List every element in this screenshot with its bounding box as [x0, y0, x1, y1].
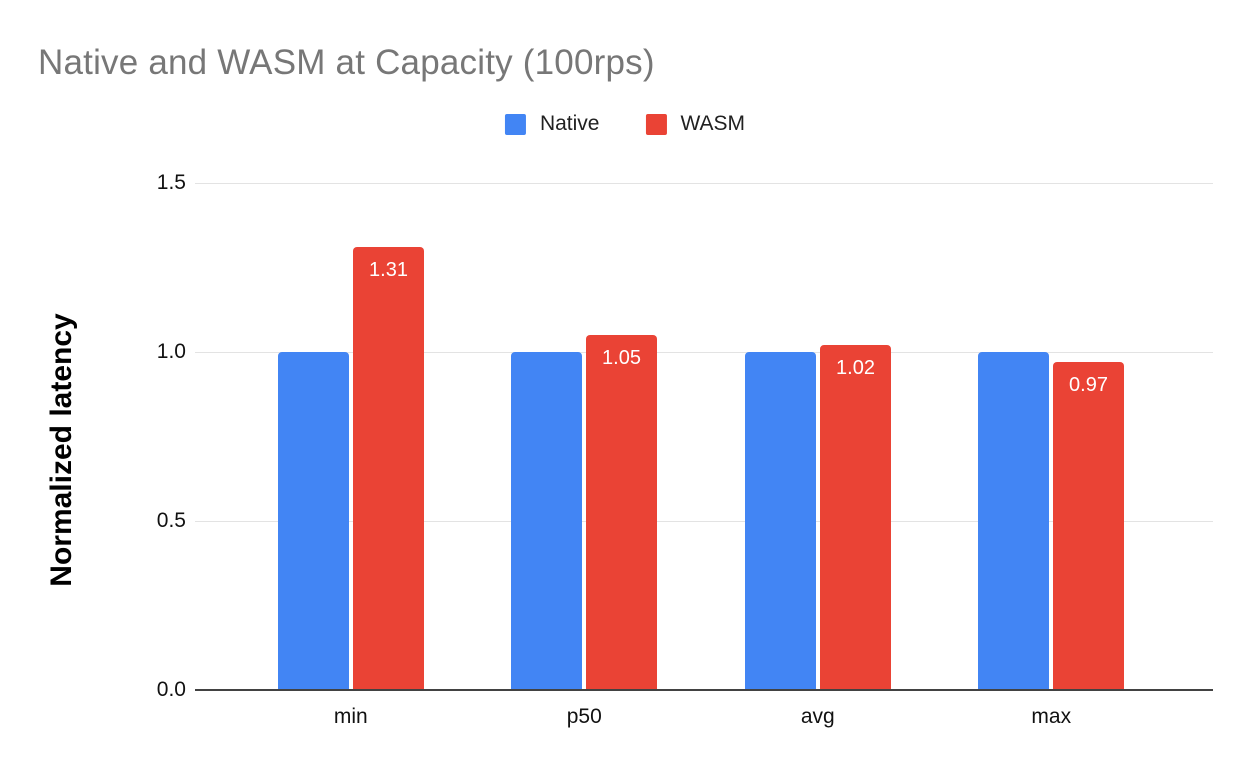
y-tick-label: 1.0 [156, 340, 186, 363]
legend-swatch-icon [504, 113, 526, 135]
x-category-label: max [1031, 705, 1072, 728]
y-axis-title: Normalized latency [45, 313, 78, 587]
legend-item-native: Native [504, 112, 600, 136]
bar-native-p50 [511, 352, 582, 690]
bar-wasm-avg: 1.02 [820, 345, 891, 690]
bar-value-label: 1.02 [836, 357, 875, 379]
y-tick-label: 0.0 [156, 678, 186, 701]
y-gridline [195, 183, 1213, 184]
bar-native-avg [745, 352, 816, 690]
bar-native-min [278, 352, 349, 690]
legend-label: Native [539, 112, 600, 135]
y-tick-label: 1.5 [156, 171, 186, 194]
bar-wasm-p50: 1.05 [586, 335, 657, 690]
bar-value-label: 0.97 [1069, 374, 1108, 396]
x-axis-line [195, 689, 1213, 691]
chart-title: Native and WASM at Capacity (100rps) [38, 43, 655, 82]
bar-native-max [978, 352, 1049, 690]
x-category-label: avg [800, 705, 835, 728]
legend-swatch-icon [645, 113, 667, 135]
legend-item-wasm: WASM [645, 112, 745, 136]
bar-value-label: 1.05 [602, 347, 641, 369]
chart-legend: Native WASM [504, 112, 745, 136]
y-tick-label: 0.5 [156, 509, 186, 532]
y-gridline [195, 521, 1213, 522]
legend-label: WASM [680, 112, 746, 135]
bar-value-label: 1.31 [369, 259, 408, 281]
x-category-label: p50 [566, 705, 602, 728]
bar-wasm-min: 1.31 [353, 247, 424, 690]
x-category-label: min [333, 705, 368, 728]
bar-wasm-max: 0.97 [1053, 362, 1124, 690]
y-gridline [195, 352, 1213, 353]
